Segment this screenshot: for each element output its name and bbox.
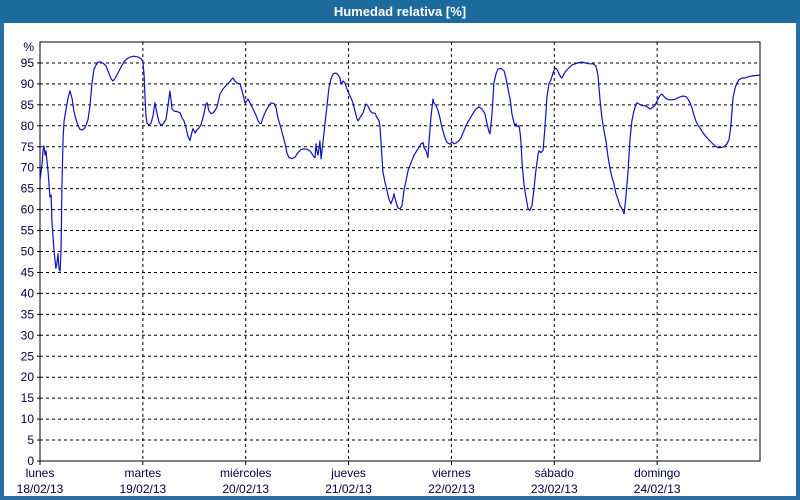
chart-title: Humedad relativa [%]	[333, 4, 467, 19]
svg-text:15: 15	[21, 391, 35, 405]
svg-text:85: 85	[21, 98, 35, 112]
day-name-label: sábado	[535, 466, 575, 480]
svg-text:10: 10	[21, 412, 35, 426]
svg-text:50: 50	[21, 245, 35, 259]
day-name-label: domingo	[634, 466, 680, 480]
svg-text:35: 35	[21, 307, 35, 321]
svg-text:5: 5	[27, 433, 34, 447]
day-date-label: 23/02/13	[531, 482, 578, 496]
day-name-label: miércoles	[220, 466, 271, 480]
humidity-line	[39, 55, 761, 272]
svg-text:40: 40	[21, 286, 35, 300]
day-labels: lunes 18/02/13 martes 19/02/13 miércoles 20/0…	[17, 466, 681, 496]
day-date-label: 21/02/13	[325, 482, 372, 496]
svg-text:95: 95	[21, 56, 35, 70]
svg-text:55: 55	[21, 224, 35, 238]
y-axis-unit-label: %	[23, 40, 34, 54]
svg-text:0: 0	[27, 454, 34, 468]
y-gridlines	[37, 62, 760, 462]
svg-text:80: 80	[21, 119, 35, 133]
day-date-label: 22/02/13	[428, 482, 475, 496]
window-border-bottom	[0, 496, 800, 500]
svg-text:30: 30	[21, 328, 35, 342]
day-name-label: martes	[125, 466, 162, 480]
svg-text:70: 70	[21, 161, 35, 175]
day-name-label: lunes	[26, 466, 55, 480]
svg-text:75: 75	[21, 140, 35, 154]
day-name-label: jueves	[330, 466, 366, 480]
day-date-label: 24/02/13	[634, 482, 681, 496]
title-bar: Humedad relativa [%]	[0, 0, 800, 23]
day-date-label: 20/02/13	[222, 482, 269, 496]
day-date-label: 18/02/13	[17, 482, 64, 496]
svg-text:60: 60	[21, 203, 35, 217]
window-border-left	[0, 23, 4, 500]
svg-text:25: 25	[21, 349, 35, 363]
y-tick-labels: 0 5 10 15 20 25 30 35 40 45 50 55 60 65 70 75 80 85 90 95%	[21, 40, 35, 468]
day-name-label: viernes	[432, 466, 471, 480]
svg-text:20: 20	[21, 370, 35, 384]
chart-background	[4, 23, 796, 496]
day-date-label: 19/02/13	[119, 482, 166, 496]
plot-frame	[39, 41, 761, 462]
x-gridlines	[39, 42, 658, 465]
svg-text:90: 90	[21, 77, 35, 91]
svg-text:45: 45	[21, 265, 35, 279]
svg-text:65: 65	[21, 182, 35, 196]
window-border-right	[796, 23, 800, 500]
